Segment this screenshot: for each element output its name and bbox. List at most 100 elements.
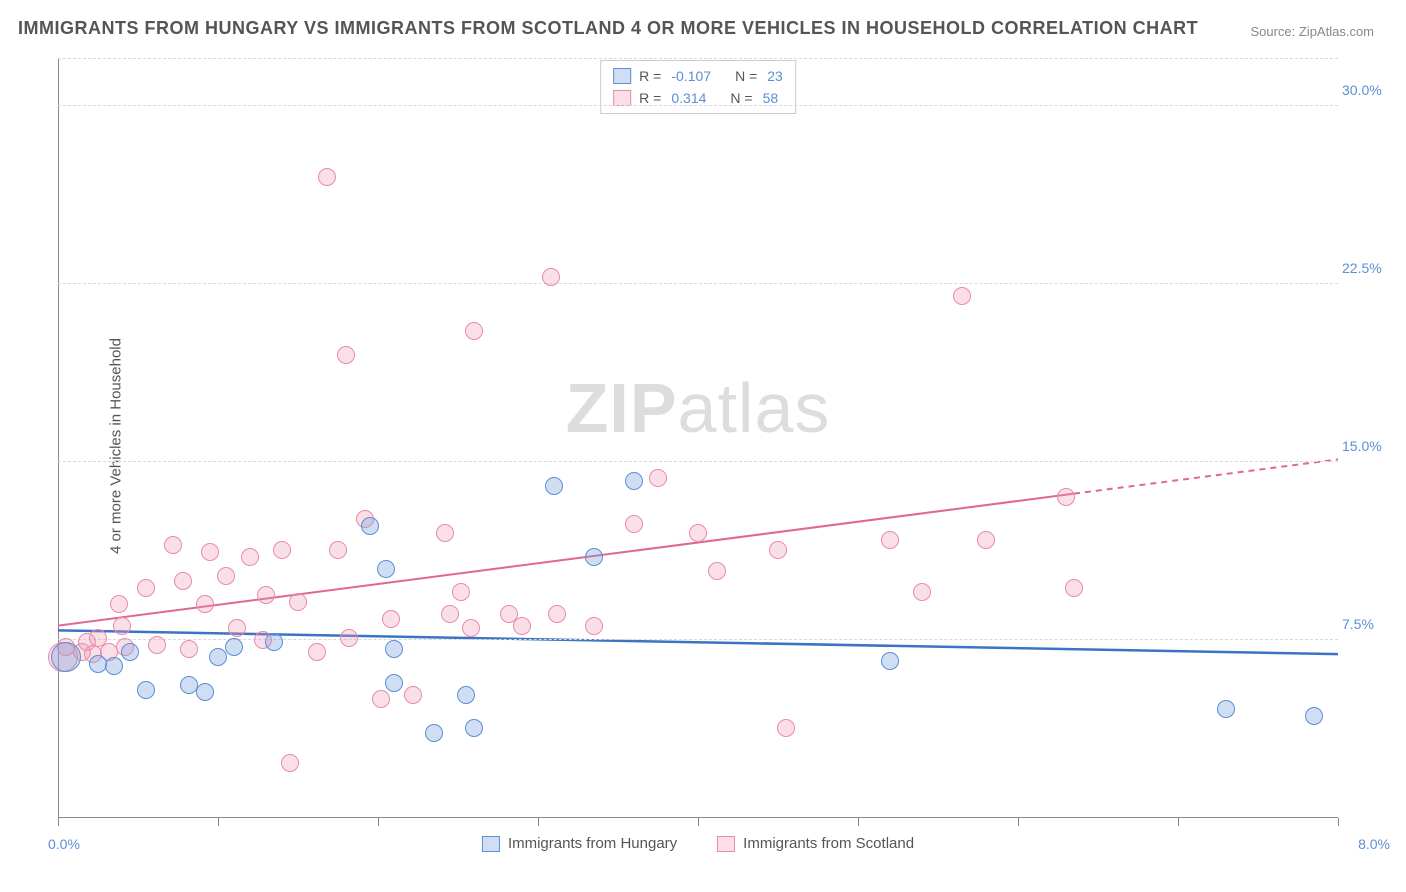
data-point — [953, 287, 971, 305]
x-tick — [1178, 818, 1179, 826]
data-point — [201, 543, 219, 561]
legend-bottom: Immigrants from Hungary Immigrants from S… — [482, 835, 914, 852]
legend-series-label: Immigrants from Hungary — [508, 835, 677, 852]
chart-container: IMMIGRANTS FROM HUNGARY VS IMMIGRANTS FR… — [0, 0, 1406, 892]
x-tick — [858, 818, 859, 826]
data-point — [385, 640, 403, 658]
data-point — [452, 583, 470, 601]
legend-item: Immigrants from Scotland — [717, 835, 914, 852]
x-tick — [538, 818, 539, 826]
data-point — [225, 638, 243, 656]
trend-lines — [58, 58, 1338, 818]
data-point — [217, 567, 235, 585]
data-point — [1057, 488, 1075, 506]
legend-stats-row: R = 0.314N =58 — [613, 87, 783, 109]
gridline — [58, 639, 1338, 640]
data-point — [462, 619, 480, 637]
data-point — [105, 657, 123, 675]
x-min-label: 0.0% — [48, 836, 80, 852]
data-point — [881, 652, 899, 670]
data-point — [545, 477, 563, 495]
data-point — [649, 469, 667, 487]
watermark: ZIPatlas — [566, 368, 831, 448]
data-point — [180, 640, 198, 658]
data-point — [209, 648, 227, 666]
data-point — [372, 690, 390, 708]
legend-r-value: 0.314 — [671, 87, 706, 109]
x-tick — [1018, 818, 1019, 826]
data-point — [241, 548, 259, 566]
legend-n-value: 23 — [767, 65, 783, 87]
legend-swatch — [717, 836, 735, 852]
data-point — [585, 617, 603, 635]
legend-swatch — [482, 836, 500, 852]
x-tick — [1338, 818, 1339, 826]
plot-area: ZIPatlas R =-0.107N =23R = 0.314N =58 0.… — [58, 58, 1338, 818]
data-point — [273, 541, 291, 559]
data-point — [385, 674, 403, 692]
data-point — [257, 586, 275, 604]
data-point — [196, 595, 214, 613]
legend-n-label: N = — [730, 87, 752, 109]
x-tick — [218, 818, 219, 826]
x-tick — [378, 818, 379, 826]
legend-top: R =-0.107N =23R = 0.314N =58 — [600, 60, 796, 114]
x-tick — [698, 818, 699, 826]
gridline — [58, 283, 1338, 284]
data-point — [465, 322, 483, 340]
data-point — [769, 541, 787, 559]
data-point — [289, 593, 307, 611]
data-point — [977, 531, 995, 549]
data-point — [265, 633, 283, 651]
data-point — [113, 617, 131, 635]
watermark-atlas: atlas — [678, 369, 831, 447]
y-tick-label: 15.0% — [1342, 438, 1396, 454]
data-point — [542, 268, 560, 286]
x-max-label: 8.0% — [1358, 836, 1390, 852]
data-point — [137, 681, 155, 699]
data-point — [337, 346, 355, 364]
data-point — [1217, 700, 1235, 718]
data-point — [404, 686, 422, 704]
x-tick — [58, 818, 59, 826]
legend-stats-row: R = -0.107 N = 23 — [613, 65, 783, 87]
data-point — [913, 583, 931, 601]
gridline — [58, 58, 1338, 59]
data-point — [585, 548, 603, 566]
data-point — [425, 724, 443, 742]
data-point — [137, 579, 155, 597]
legend-r-value: -0.107 — [671, 65, 711, 87]
data-point — [625, 515, 643, 533]
legend-r-label: R = — [639, 65, 661, 87]
source-label: Source: ZipAtlas.com — [1250, 24, 1374, 39]
data-point — [174, 572, 192, 590]
data-point — [548, 605, 566, 623]
data-point — [441, 605, 459, 623]
data-point — [121, 643, 139, 661]
y-tick-label: 7.5% — [1342, 616, 1396, 632]
legend-r-label: R = — [639, 87, 661, 109]
data-point — [689, 524, 707, 542]
data-point — [51, 642, 81, 672]
data-point — [777, 719, 795, 737]
data-point — [308, 643, 326, 661]
data-point — [196, 683, 214, 701]
gridline — [58, 461, 1338, 462]
chart-title: IMMIGRANTS FROM HUNGARY VS IMMIGRANTS FR… — [18, 18, 1198, 39]
y-axis — [58, 58, 59, 818]
data-point — [361, 517, 379, 535]
data-point — [457, 686, 475, 704]
data-point — [281, 754, 299, 772]
data-point — [1065, 579, 1083, 597]
data-point — [340, 629, 358, 647]
data-point — [228, 619, 246, 637]
data-point — [881, 531, 899, 549]
legend-swatch — [613, 68, 631, 84]
data-point — [329, 541, 347, 559]
data-point — [377, 560, 395, 578]
data-point — [164, 536, 182, 554]
data-point — [465, 719, 483, 737]
data-point — [436, 524, 454, 542]
legend-n-label: N = — [735, 65, 757, 87]
data-point — [110, 595, 128, 613]
